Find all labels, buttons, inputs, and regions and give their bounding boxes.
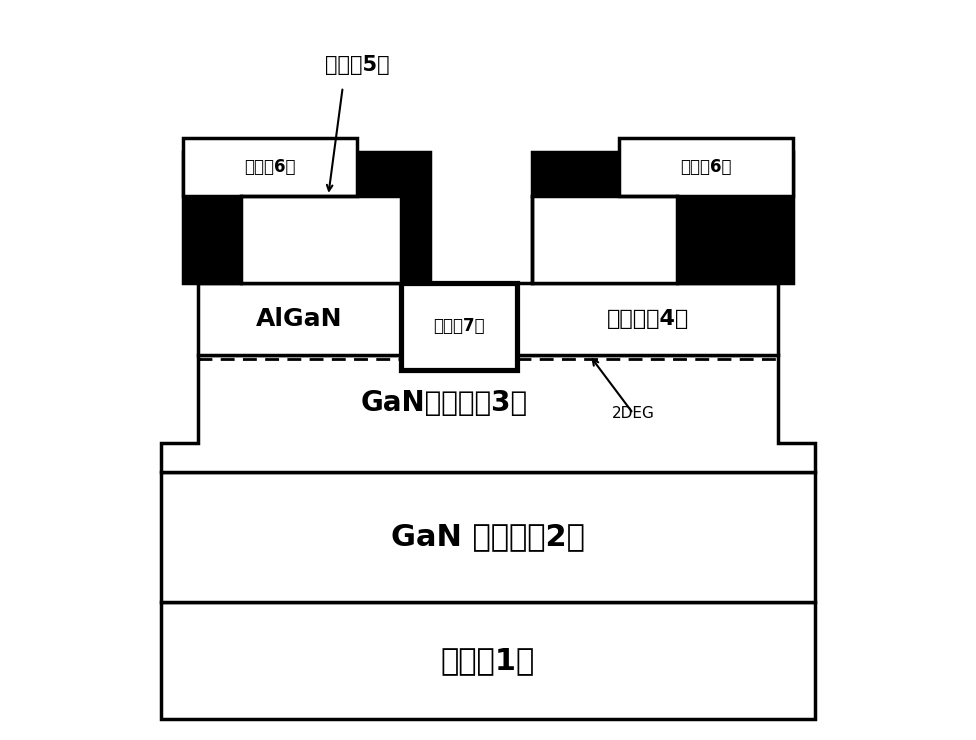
Bar (401, 283, 517, 370)
Text: 2DEG: 2DEG (612, 406, 655, 421)
Bar (161, 602, 815, 719)
Text: GaN 缓冲层（2）: GaN 缓冲层（2） (391, 522, 585, 551)
Bar (517, 283, 779, 355)
Bar (183, 138, 357, 196)
Bar (161, 471, 815, 602)
Bar (532, 196, 676, 283)
Text: GaN沟道层（3）: GaN沟道层（3） (361, 388, 528, 417)
Bar (619, 138, 793, 196)
Polygon shape (161, 355, 815, 471)
Bar (197, 283, 401, 355)
Bar (183, 152, 429, 283)
Bar (241, 196, 401, 283)
Bar (183, 152, 429, 283)
Text: 势垒层（4）: 势垒层（4） (607, 309, 689, 329)
Bar (532, 152, 793, 283)
Text: AlGaN: AlGaN (256, 307, 343, 332)
Text: 阴极（6）: 阴极（6） (244, 158, 296, 175)
Text: 阳极（7）: 阳极（7） (433, 317, 485, 335)
Text: 阴极（6）: 阴极（6） (680, 158, 732, 175)
Text: 凹槽（5）: 凹槽（5） (325, 55, 389, 75)
Bar (532, 152, 793, 283)
Text: 衬底（1）: 衬底（1） (441, 646, 535, 675)
